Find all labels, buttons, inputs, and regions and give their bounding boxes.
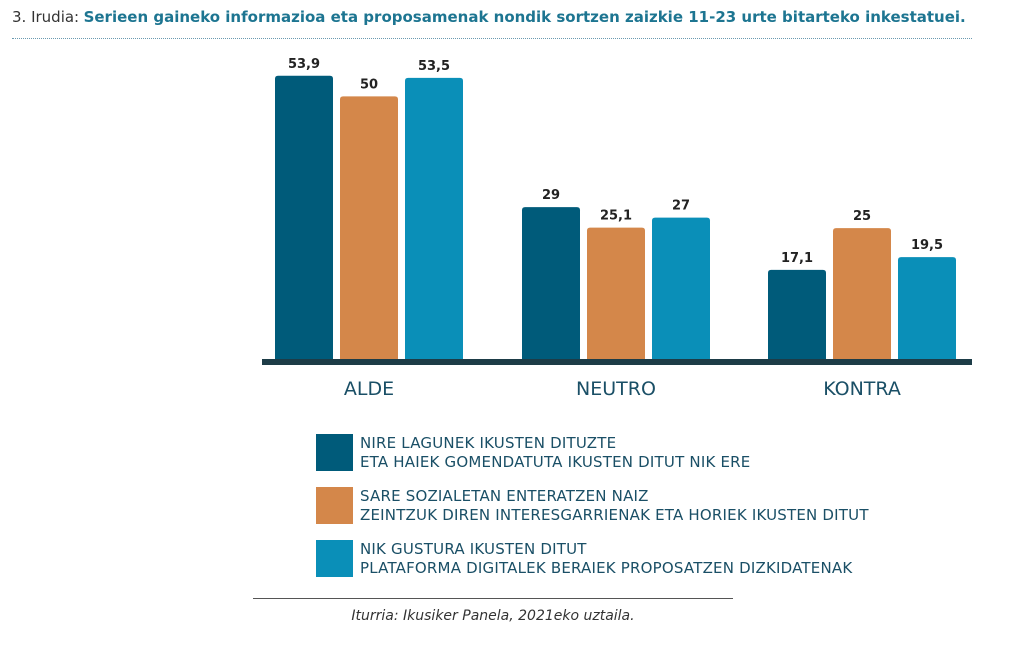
category-label-alde: ALDE — [344, 378, 394, 400]
figure-number: 3. Irudia: — [12, 8, 80, 26]
source-divider — [253, 598, 733, 599]
data-label: 19,5 — [911, 238, 943, 253]
figure-title: Serieen gaineko informazioa eta proposam… — [83, 8, 966, 26]
legend-swatch — [316, 487, 353, 524]
data-label: 17,1 — [781, 251, 813, 266]
data-label: 25,1 — [600, 209, 632, 224]
data-label: 25 — [853, 209, 871, 224]
bar-alde-series-1 — [275, 75, 333, 361]
data-label: 27 — [672, 199, 690, 214]
data-label: 53,9 — [288, 57, 320, 72]
bar-neutro-series-1 — [522, 207, 580, 360]
data-label: 53,5 — [418, 59, 450, 74]
legend-swatch — [316, 540, 353, 577]
category-label-kontra: KONTRA — [823, 378, 901, 400]
data-label: 29 — [542, 188, 560, 203]
legend-item-platforms: NIK GUSTURA IKUSTEN DITUT PLATAFORMA DIG… — [316, 538, 956, 578]
legend-label: NIK GUSTURA IKUSTEN DITUT PLATAFORMA DIG… — [360, 540, 853, 577]
source-note: Iturria: Ikusiker Panela, 2021eko uztail… — [351, 608, 635, 624]
legend-swatch — [316, 434, 353, 471]
data-label: 50 — [360, 77, 378, 92]
bar-neutro-series-2 — [587, 227, 645, 360]
legend-item-social-networks: SARE SOZIALETAN ENTERATZEN NAIZ ZEINTZUK… — [316, 485, 956, 525]
x-axis-baseline — [262, 359, 972, 365]
figure-header: 3. Irudia: Serieen gaineko informazioa e… — [12, 8, 972, 39]
legend-item-friends: NIRE LAGUNEK IKUSTEN DITUZTE ETA HAIEK G… — [316, 432, 956, 472]
category-label-neutro: NEUTRO — [576, 378, 656, 400]
bar-neutro-series-3 — [652, 217, 710, 360]
legend-label: NIRE LAGUNEK IKUSTEN DITUZTE ETA HAIEK G… — [360, 434, 751, 471]
bar-kontra-series-2 — [833, 228, 891, 360]
legend: NIRE LAGUNEK IKUSTEN DITUZTE ETA HAIEK G… — [316, 432, 956, 591]
bar-alde-series-3 — [405, 77, 463, 360]
legend-label: SARE SOZIALETAN ENTERATZEN NAIZ ZEINTZUK… — [360, 487, 869, 524]
bar-kontra-series-1 — [768, 269, 826, 360]
bar-chart: 53,9 50 53,5 ALDE 29 25,1 27 NEUTRO 17,1 25 19,5 KO… — [262, 57, 972, 400]
bar-alde-series-2 — [340, 96, 398, 360]
bar-kontra-series-3 — [898, 257, 956, 360]
